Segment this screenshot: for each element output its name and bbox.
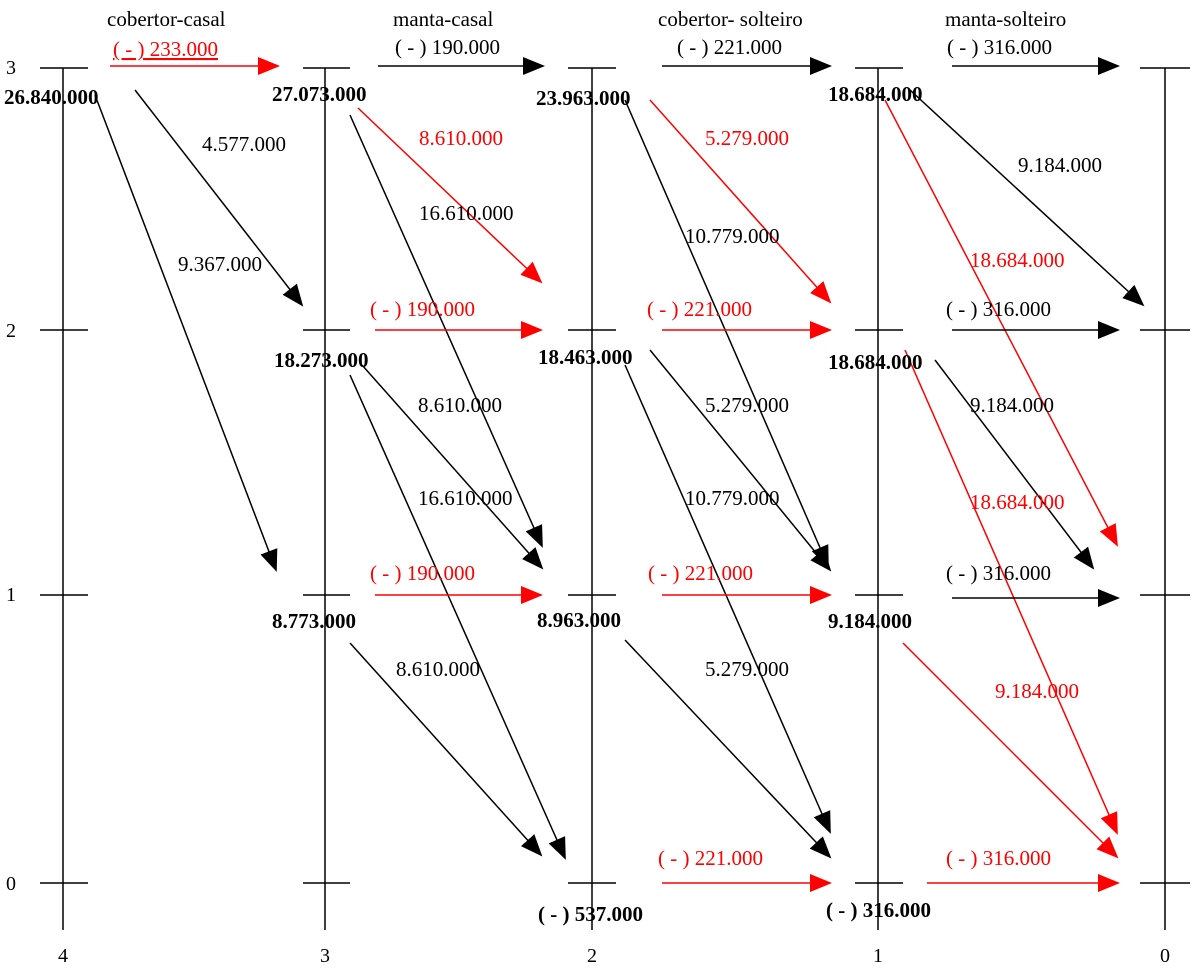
node-value: 23.963.000 (536, 86, 631, 110)
edge-label: ( - ) 316.000 (946, 846, 1051, 870)
node-value: 18.684.000 (828, 82, 923, 106)
edge-label: 8.610.000 (419, 126, 503, 150)
stage-label-manta-casal: manta-casal (393, 7, 493, 31)
edge-label: ( - ) 190.000 (395, 35, 500, 59)
edge-label: 18.684.000 (970, 248, 1065, 272)
edge-label: 4.577.000 (202, 132, 286, 156)
edge-label: 5.279.000 (705, 393, 789, 417)
edge-label: 9.184.000 (970, 393, 1054, 417)
state-number-3: 3 (6, 57, 16, 79)
stage-label-manta-solteiro: manta-solteiro (945, 7, 1066, 31)
arrow-c4-s3-to-s2 (134, 89, 304, 307)
edge-label: ( - ) 316.000 (946, 561, 1051, 585)
edge-label: ( - ) 316.000 (946, 297, 1051, 321)
edge-label: ( - ) 316.000 (947, 35, 1052, 59)
edge-label: ( - ) 190.000 (370, 561, 475, 585)
arrow-c2-s2-to-s0 (624, 364, 831, 834)
node-value: 18.684.000 (828, 350, 923, 374)
arrow-c3-s3-to-s2 (357, 107, 543, 284)
arrow-c1-s2-to-s0 (904, 349, 1118, 835)
edge-label: 10.779.000 (685, 224, 780, 248)
edge-label: ( - ) 221.000 (648, 561, 753, 585)
edge-label: 9.184.000 (995, 679, 1079, 703)
edge-label: 5.279.000 (705, 657, 789, 681)
arrow-c1-s3-to-s1 (884, 99, 1118, 547)
edge-label: 5.279.000 (705, 126, 789, 150)
edge-label: ( - ) 190.000 (370, 297, 475, 321)
edge-label: 16.610.000 (418, 486, 513, 510)
arrow-c2-s1-to-s0 (624, 639, 832, 859)
edge-label: 8.610.000 (396, 657, 480, 681)
node-value: 9.184.000 (828, 609, 912, 633)
node-value: 27.073.000 (272, 82, 367, 106)
node-value: 18.463.000 (538, 345, 633, 369)
node-value: 8.773.000 (272, 609, 356, 633)
stage-label-cobertor-solteiro: cobertor- solteiro (658, 7, 803, 31)
arrow-c1-s3-to-s2 (909, 89, 1145, 307)
edge-label: 9.184.000 (1018, 153, 1102, 177)
node-value: 8.963.000 (537, 608, 621, 632)
arrow-c1-s1-to-s0 (902, 642, 1119, 859)
edge-label: ( - ) 221.000 (647, 297, 752, 321)
stage-number-1: 1 (873, 945, 883, 967)
arrow-c1-s2-to-s1 (934, 359, 1095, 570)
arrow-c2-s3-to-s2 (649, 99, 832, 304)
edge-label: 9.367.000 (178, 252, 262, 276)
state-number-0: 0 (6, 873, 16, 895)
edge-label: ( - ) 221.000 (658, 846, 763, 870)
arrow-c3-s2-to-s1 (361, 364, 544, 570)
stage-number-4: 4 (58, 945, 68, 967)
node-value: ( - ) 316.000 (826, 898, 931, 922)
arrow-c3-s1-to-s0 (349, 642, 543, 857)
stage-number-3: 3 (320, 945, 330, 967)
stage-label-cobertor-casal: cobertor-casal (107, 7, 226, 31)
node-value: 18.273.000 (274, 348, 369, 372)
edge-label: 8.610.000 (418, 393, 502, 417)
state-number-2: 2 (6, 320, 16, 342)
node-value: ( - ) 537.000 (538, 902, 643, 926)
edge-label: 16.610.000 (419, 201, 514, 225)
stage-number-0: 0 (1160, 945, 1170, 967)
state-number-1: 1 (6, 584, 16, 606)
arrow-c4-s3-to-s1 (94, 94, 278, 572)
state-ticks (40, 67, 1190, 884)
stage-number-2: 2 (587, 945, 597, 967)
edge-label: ( - ) 221.000 (677, 35, 782, 59)
arrow-c2-s3-to-s1 (624, 99, 829, 568)
edge-label: ( - ) 233.000 (113, 37, 218, 61)
arrow-c2-s2-to-s1 (649, 349, 832, 572)
node-value: 26.840.000 (4, 85, 99, 109)
edge-label: 10.779.000 (685, 486, 780, 510)
arrow-c3-s2-to-s0 (349, 374, 566, 860)
edge-label: 18.684.000 (970, 490, 1065, 514)
